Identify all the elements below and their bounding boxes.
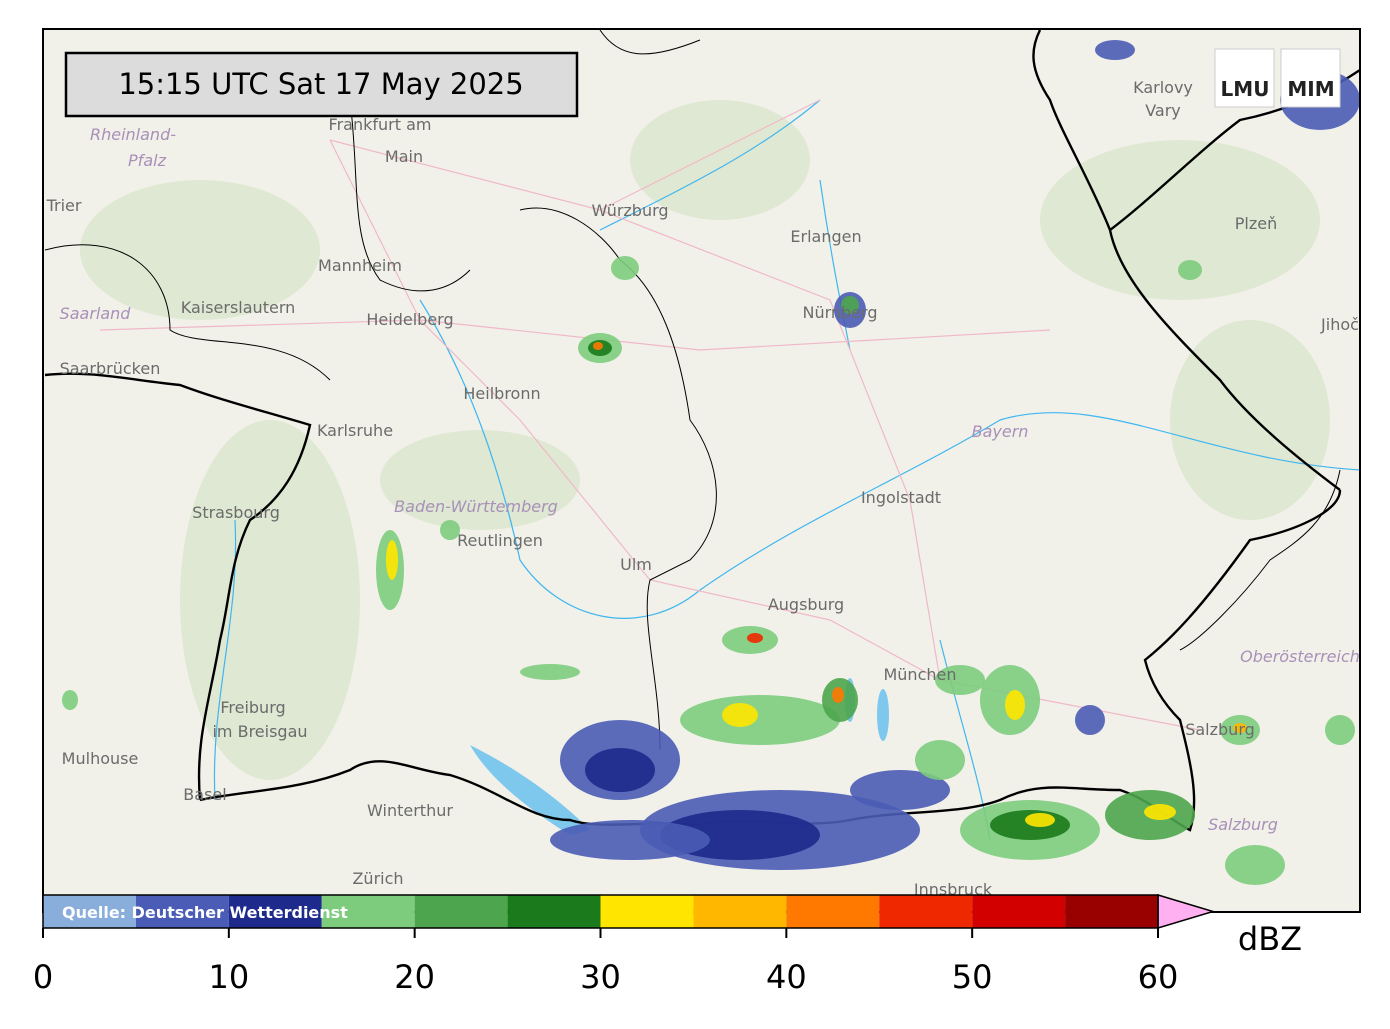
place-label: Rheinland-	[90, 125, 176, 144]
place-label: Plzeň	[1235, 214, 1277, 233]
place-label: München	[883, 665, 956, 684]
place-label: Bayern	[972, 422, 1029, 441]
radar-echo	[722, 703, 758, 727]
place-label: Karlsruhe	[317, 421, 393, 440]
colorbar-segment	[43, 895, 136, 928]
colorbar-segment	[786, 895, 880, 928]
radar-echo	[550, 820, 710, 860]
colorbar-tick-label: 0	[33, 958, 53, 996]
colorbar-segment	[600, 895, 694, 928]
colorbar-segment	[414, 895, 508, 928]
place-label: Trier	[46, 196, 82, 215]
radar-echo	[585, 748, 655, 792]
place-label: Heidelberg	[366, 310, 453, 329]
colorbar-tick-label: 10	[208, 958, 249, 996]
place-label: Mulhouse	[62, 749, 139, 768]
logo-left-box	[1214, 48, 1275, 108]
place-label: Ulm	[620, 555, 652, 574]
colorbar-tick-label: 40	[766, 958, 807, 996]
radar-echo	[593, 342, 603, 350]
place-label: Ingolstadt	[861, 488, 941, 507]
colorbar-segment	[972, 895, 1066, 928]
source-label: Quelle: Deutscher Wetterdienst	[62, 903, 348, 922]
colorbar: Quelle: Deutscher Wetterdienst 0 10 20 30 40 5…	[33, 893, 1302, 996]
colorbar-unit: dBZ	[1238, 920, 1302, 958]
colorbar-tick-label: 50	[952, 958, 993, 996]
radar-echo	[747, 633, 763, 643]
place-label: Erlangen	[790, 227, 861, 246]
radar-echo	[680, 695, 840, 745]
colorbar-segment	[228, 895, 322, 928]
radar-echo	[1233, 723, 1247, 733]
place-label: Pfalz	[128, 151, 167, 170]
radar-echo	[1005, 690, 1025, 720]
radar-echo	[915, 740, 965, 780]
place-label: Reutlingen	[457, 531, 543, 550]
place-label: Freiburg	[220, 698, 285, 717]
place-label: Frankfurt am	[329, 115, 432, 134]
place-label: Jihoč	[1320, 315, 1359, 334]
colorbar-tick-label: 20	[394, 958, 435, 996]
place-label: Basel	[183, 785, 226, 804]
place-label: Salzburg	[1185, 720, 1255, 739]
colorbar-tick-label: 30	[580, 958, 621, 996]
radar-echo	[832, 687, 844, 703]
colorbar-segment	[135, 895, 229, 928]
radar-echo	[62, 690, 78, 710]
radar-echo	[1178, 260, 1202, 280]
place-label: Saarland	[60, 304, 132, 323]
place-label: Strasbourg	[192, 503, 280, 522]
colorbar-segment	[507, 895, 601, 928]
place-label: Karlovy	[1133, 78, 1193, 97]
region-borders	[44, 29, 1341, 751]
radar-echo	[440, 520, 460, 540]
colorbar-segment	[321, 895, 415, 928]
place-label: Würzburg	[591, 201, 668, 220]
place-label: Zürich	[352, 869, 403, 888]
radar-echo	[1325, 715, 1355, 745]
colorbar-segment	[879, 895, 973, 928]
logo-left: LMU	[1221, 77, 1270, 101]
timestamp-box	[64, 51, 579, 118]
country-borders	[44, 29, 1361, 832]
place-label: im Breisgau	[212, 722, 307, 741]
forest-areas	[80, 100, 1330, 780]
colorbar-segment	[1065, 895, 1158, 928]
place-label: Winterthur	[367, 801, 453, 820]
place-label: Salzburg	[1208, 815, 1278, 834]
place-label: Oberösterreich	[1240, 647, 1360, 666]
radar-echo	[1075, 705, 1105, 735]
radar-echo	[850, 770, 950, 810]
place-label: Vary	[1145, 101, 1181, 120]
radar-echo	[935, 665, 985, 695]
radar-echo	[520, 664, 580, 680]
place-label: Main	[385, 147, 423, 166]
logo-right-box	[1280, 48, 1341, 108]
place-label: Heilbronn	[463, 384, 540, 403]
place-label: Kaiserslautern	[181, 298, 296, 317]
colorbar-tick-label: 60	[1138, 958, 1179, 996]
radar-echo	[1095, 40, 1135, 60]
place-label: Baden-Württemberg	[394, 497, 558, 516]
radar-echo	[386, 540, 398, 580]
radar-echo	[1025, 813, 1055, 827]
place-label: Nürnberg	[803, 303, 878, 322]
radar-echo	[611, 256, 639, 280]
radar-echo	[1225, 845, 1285, 885]
place-label: Augsburg	[768, 595, 844, 614]
place-label: Mannheim	[318, 256, 402, 275]
place-labels: Frankfurt am Main Rheinland- Pfalz Trier Saar…	[46, 78, 1360, 899]
logo-right: MIM	[1287, 77, 1334, 101]
place-label: Saarbrücken	[60, 359, 161, 378]
radar-echo	[1144, 804, 1176, 820]
radar-echo	[841, 296, 859, 314]
colorbar-segment	[693, 895, 787, 928]
timestamp: 15:15 UTC Sat 17 May 2025	[118, 67, 523, 101]
